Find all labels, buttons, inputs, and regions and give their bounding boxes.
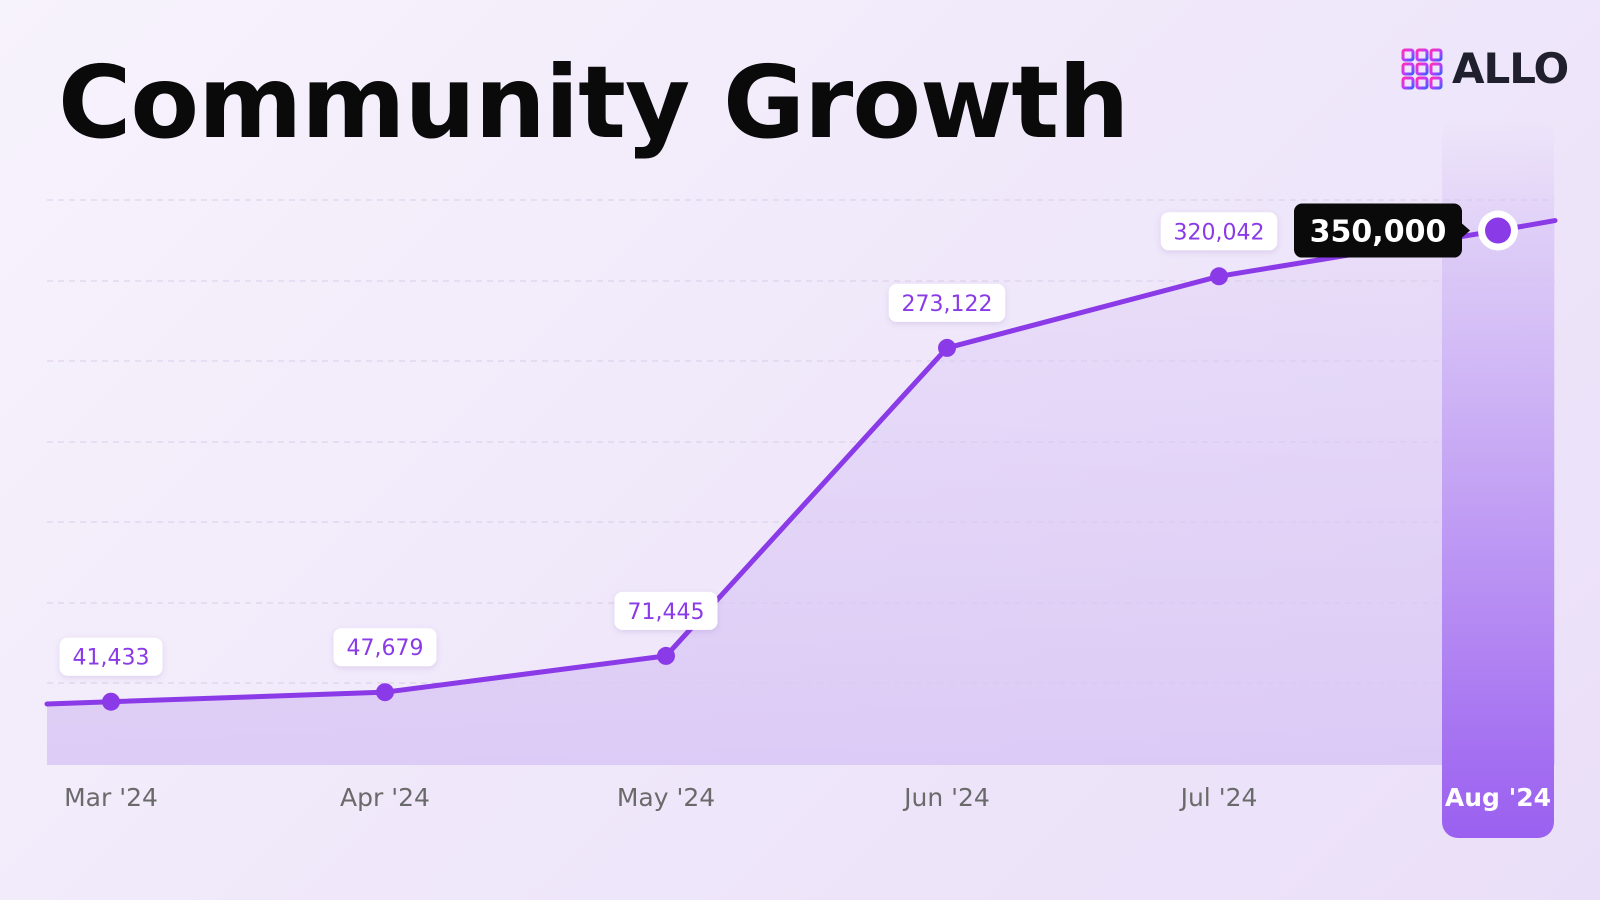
x-tick-label: Jul '24 <box>1179 783 1258 812</box>
data-label-box <box>59 637 163 676</box>
data-point <box>657 646 675 665</box>
x-tick-label: Mar '24 <box>64 783 158 812</box>
data-label: 47,679 <box>347 636 424 661</box>
data-label: 71,445 <box>628 600 705 625</box>
data-point <box>376 683 394 702</box>
x-tick-label: May '24 <box>617 783 715 812</box>
data-label: 320,042 <box>1174 220 1265 245</box>
brand-logo: ALLO <box>1400 44 1569 93</box>
data-label: 350,000 <box>1310 215 1447 250</box>
area-fill <box>47 220 1555 766</box>
data-point <box>1210 267 1228 286</box>
highlight-band <box>1442 120 1554 838</box>
allo-logo-icon <box>1401 48 1443 89</box>
data-point <box>1485 217 1511 244</box>
data-point <box>102 692 120 711</box>
x-tick-label: Jun '24 <box>902 783 990 812</box>
callout-pointer <box>1462 223 1470 238</box>
data-point <box>938 338 956 357</box>
data-label-box <box>1160 212 1278 251</box>
value-callout <box>1294 203 1462 258</box>
x-tick-label: Aug '24 <box>1445 783 1551 812</box>
data-label: 273,122 <box>902 292 993 317</box>
x-tick-label: Apr '24 <box>340 783 430 812</box>
page-title: Community Growth <box>58 44 1129 161</box>
data-label: 41,433 <box>73 646 150 671</box>
data-label-box <box>614 591 718 630</box>
data-label-box <box>333 628 437 667</box>
brand-name: ALLO <box>1452 44 1569 93</box>
data-label-box <box>888 283 1006 322</box>
